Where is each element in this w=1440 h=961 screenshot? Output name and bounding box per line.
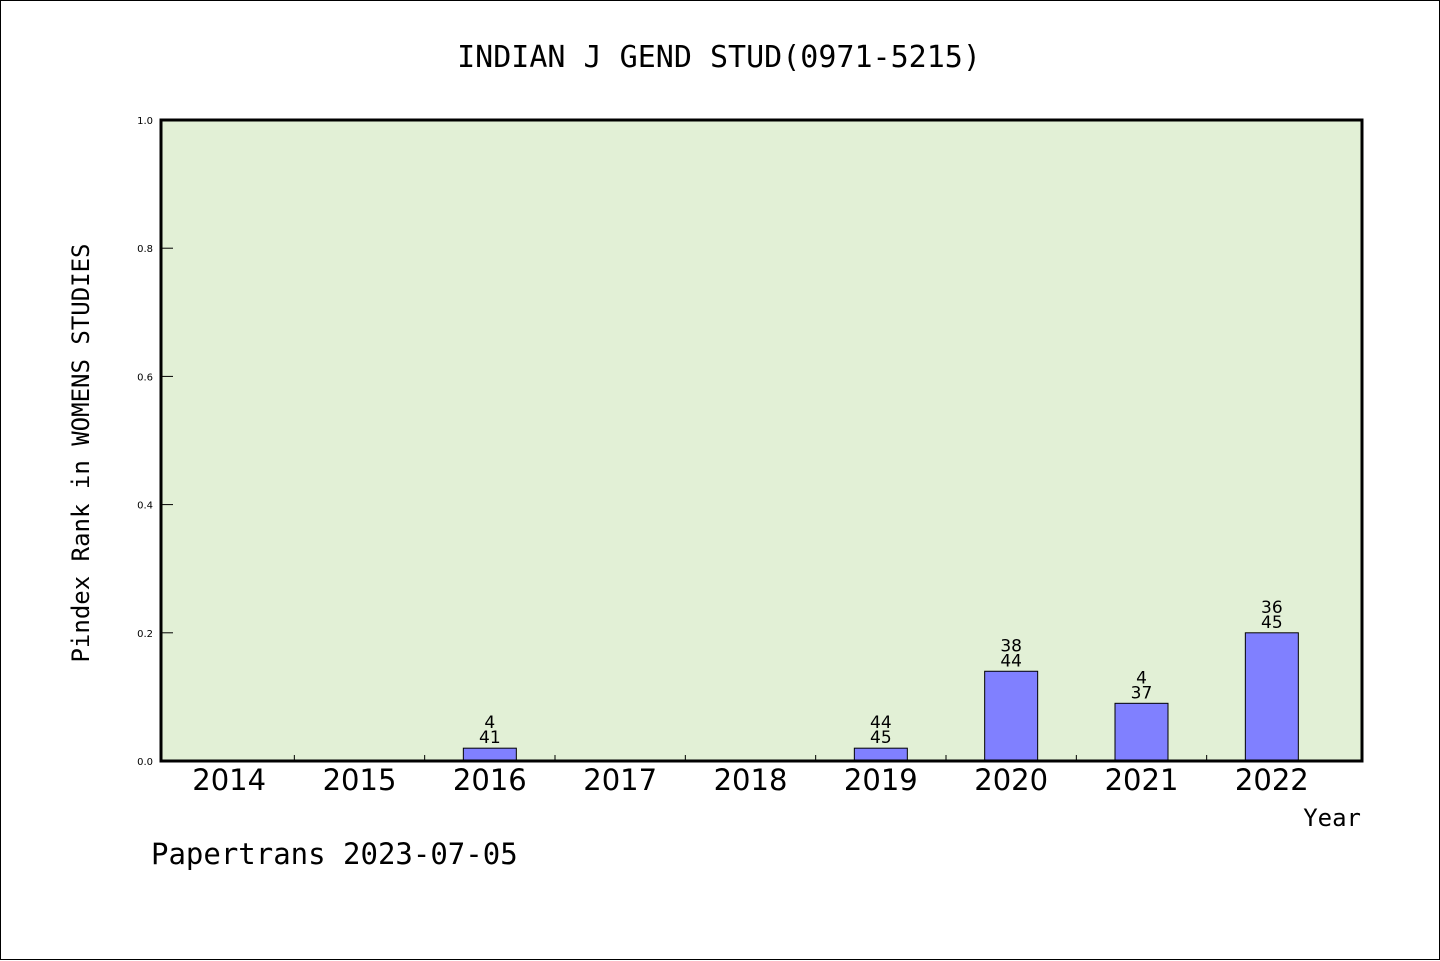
x-tick-label: 2018 [714, 763, 788, 797]
chart-title: INDIAN J GEND STUD(0971-5215) [457, 40, 981, 75]
x-tick-label: 2021 [1105, 763, 1179, 797]
x-axis-label: Year [1303, 804, 1361, 832]
bar-total-label: 45 [870, 728, 892, 748]
bar-total-label: 44 [1000, 651, 1022, 671]
bar-total-label: 37 [1131, 683, 1153, 703]
y-tick-label: 1.0 [137, 116, 153, 127]
bar-rank-label: 38 [1000, 636, 1022, 656]
bar-2020 [984, 670, 1039, 762]
x-tick-label: 2015 [323, 763, 397, 797]
bar-total-label: 41 [479, 728, 501, 748]
y-tick-label: 0.0 [137, 757, 153, 768]
bar-total-label: 45 [1261, 613, 1283, 633]
plot-border [159, 118, 1364, 763]
bar-rank-label: 4 [1136, 668, 1147, 688]
x-axis: 2014 2015 2016 2017 2018 2019 2020 2021 2022 [192, 755, 1309, 797]
y-tick-label: 0.6 [137, 372, 153, 383]
x-tick-label: 2017 [583, 763, 657, 797]
bar-2021 [1114, 702, 1169, 762]
y-tick-label: 0.2 [137, 629, 153, 640]
bar-2016 [462, 747, 517, 762]
x-tick-label: 2014 [192, 763, 266, 797]
x-tick-label: 2019 [844, 763, 918, 797]
x-tick-label: 2016 [453, 763, 527, 797]
bar-rank-label: 36 [1261, 598, 1283, 618]
y-axis-label: Pindex Rank in WOMENS STUDIES [67, 243, 95, 662]
plot-area [161, 120, 1362, 761]
bar-rank-label: 4 [484, 713, 495, 733]
footer-credit: Papertrans 2023-07-05 [151, 837, 518, 871]
bar-rank-label: 44 [870, 713, 892, 733]
bar-2019 [853, 747, 908, 762]
bar-series [462, 632, 1299, 762]
y-tick-label: 0.4 [137, 501, 153, 512]
x-tick-label: 2020 [974, 763, 1048, 797]
y-tick-label: 0.8 [137, 244, 153, 255]
x-tick-label: 2022 [1235, 763, 1309, 797]
bar-2022 [1244, 632, 1299, 762]
